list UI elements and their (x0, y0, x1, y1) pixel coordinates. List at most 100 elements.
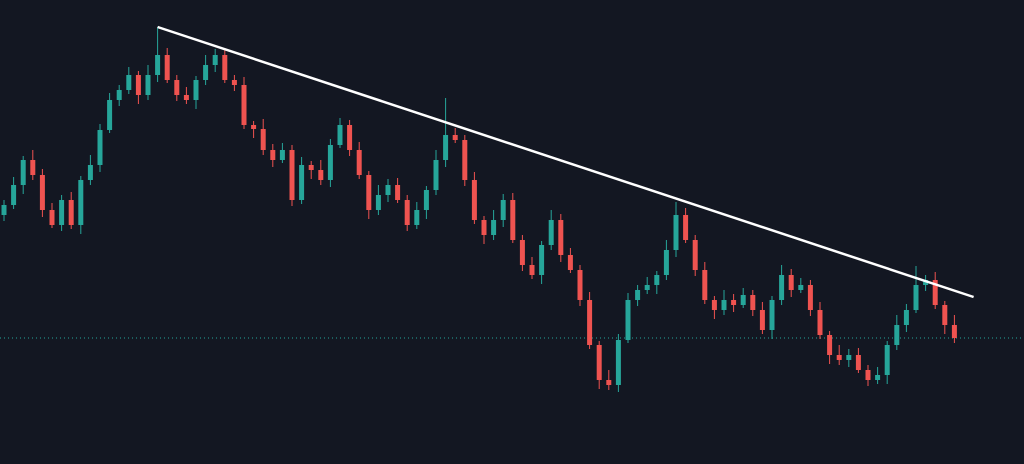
candle-body (654, 275, 660, 285)
candle-body (193, 80, 199, 100)
candle-body (625, 300, 631, 340)
candle-body (558, 220, 564, 255)
candle-body (875, 375, 881, 380)
candle-body (385, 185, 391, 195)
candle-body (174, 80, 180, 95)
candle-body (817, 310, 823, 335)
candle-body (241, 85, 247, 125)
candle-body (212, 55, 218, 65)
candle-body (39, 175, 45, 210)
candle-body (203, 65, 209, 80)
candle-body (731, 300, 737, 305)
candle-body (375, 195, 381, 210)
candle-body (615, 340, 621, 385)
candle-body (827, 335, 833, 355)
candle-body (279, 150, 285, 160)
candle-body (318, 170, 324, 180)
candle-body (692, 240, 698, 270)
candle-body (308, 165, 314, 170)
candle-body (913, 285, 919, 310)
candle-body (788, 275, 794, 290)
candle-body (423, 190, 429, 210)
candle-body (519, 240, 525, 265)
candle-body (481, 220, 487, 235)
candle-body (635, 290, 641, 300)
candle-body (78, 180, 84, 225)
candle-body (222, 55, 228, 80)
candle-body (347, 125, 353, 150)
candle-body (932, 280, 938, 305)
candle-body (471, 180, 477, 220)
candle-body (683, 215, 689, 240)
candle-body (289, 150, 295, 200)
candle-body (183, 95, 189, 100)
candle-body (30, 160, 36, 175)
candle-body (356, 150, 362, 175)
candle-body (68, 200, 74, 225)
candle-body (395, 185, 401, 200)
candle-body (49, 210, 55, 225)
candle-body (606, 380, 612, 385)
candle-body (779, 275, 785, 300)
candle-body (231, 80, 237, 85)
candle-body (1, 205, 7, 215)
candle-body (740, 295, 746, 305)
candle-body (11, 185, 17, 205)
candle-body (510, 200, 516, 240)
candle-body (107, 100, 113, 130)
candle-body (87, 165, 93, 180)
candle-body (529, 265, 535, 275)
candle-body (769, 300, 775, 330)
candle-body (452, 135, 458, 140)
candle-body (116, 90, 122, 100)
candle-body (548, 220, 554, 245)
candle-body (299, 165, 305, 200)
candle-body (836, 355, 842, 360)
candle-body (20, 160, 26, 185)
candle-body (798, 285, 804, 290)
candle-body (942, 305, 948, 325)
candle-body (404, 200, 410, 225)
candle-body (884, 345, 890, 375)
candle-body (567, 255, 573, 270)
candle-body (865, 370, 871, 380)
candle-body (270, 150, 276, 160)
candle-body (539, 245, 545, 275)
candle-body (721, 300, 727, 310)
candle-body (500, 200, 506, 220)
candle-body (164, 55, 170, 80)
candle-body (644, 285, 650, 290)
candle-body (59, 200, 65, 225)
candle-body (711, 300, 717, 310)
candle-body (462, 140, 468, 180)
candle-body (251, 125, 257, 129)
candle-body (807, 285, 813, 310)
candle-body (135, 75, 141, 95)
candle-body (702, 270, 708, 300)
candle-body (587, 300, 593, 345)
candle-body (260, 129, 266, 150)
candle-body (750, 295, 756, 310)
candle-body (327, 145, 333, 180)
candle-body (443, 135, 449, 160)
candle-body (663, 250, 669, 275)
trendline (157, 25, 974, 299)
candle-body (923, 280, 929, 285)
candle-body (673, 215, 679, 250)
candle-body (366, 175, 372, 210)
candle-body (903, 310, 909, 325)
candle-body (596, 345, 602, 380)
candle-body (97, 130, 103, 165)
candle-body (126, 75, 132, 90)
candle-body (855, 355, 861, 370)
candle-body (155, 55, 161, 75)
candle-body (145, 75, 151, 95)
candle-body (577, 270, 583, 300)
candle-body (414, 210, 420, 225)
candle-body (759, 310, 765, 330)
candle-body (951, 325, 957, 338)
candle-body (491, 220, 497, 235)
candle-body (846, 355, 852, 360)
